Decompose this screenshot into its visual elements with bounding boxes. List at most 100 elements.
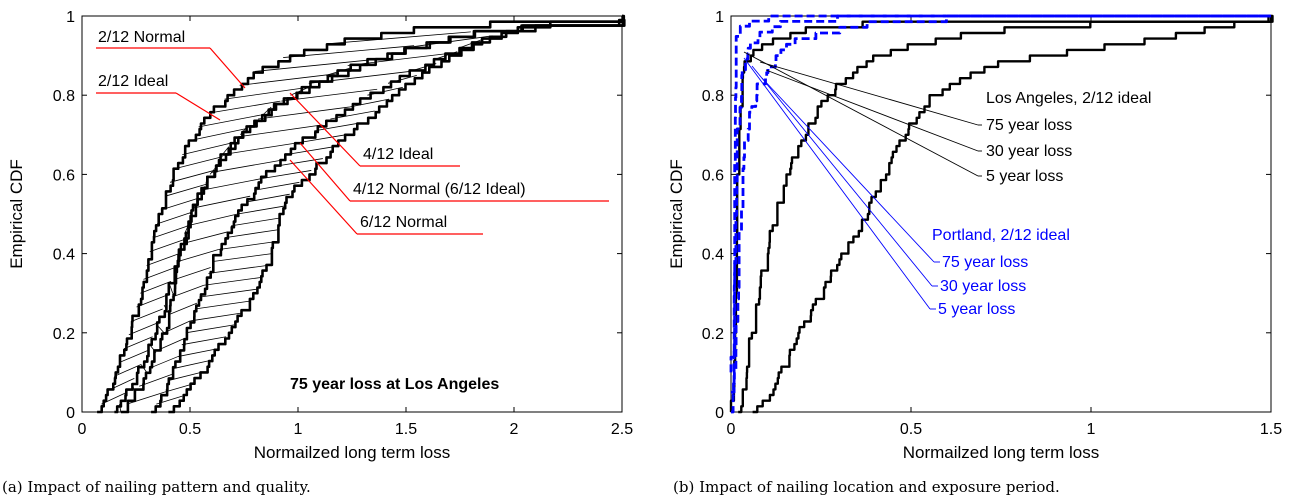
panel-a-hatch-ideal-normal <box>149 239 184 252</box>
panel-a-hatch-412-612 <box>237 205 285 215</box>
panel-a-series-line <box>120 18 626 414</box>
panel-a-hatch-412-612 <box>194 300 250 310</box>
panel-b-ytick-label: 0 <box>715 405 724 422</box>
panel-a-hatch-412-612 <box>181 336 227 346</box>
panel-a-hatch-412-612 <box>348 98 390 108</box>
panel-a-hatch-ideal-normal <box>239 73 340 86</box>
panel-a-curve-label: 4/12 Normal (6/12 Ideal) <box>353 181 526 198</box>
panel-a-hatch-412-ideal-normal <box>257 106 349 120</box>
panel-a-hatch-412-612 <box>169 372 202 381</box>
panel-a-series-line <box>97 14 624 414</box>
panel-a-hatch-412-612 <box>199 288 257 298</box>
panel-a-hatch-ideal-normal <box>327 31 471 45</box>
panel-b-portland-leader <box>751 65 933 287</box>
panel-b-portland-label: 5 year loss <box>938 301 1015 318</box>
panel-a-hatch-412-612 <box>230 217 280 227</box>
panel-b-xtick-label: 1.5 <box>1260 421 1282 438</box>
panel-a-hatch-412-ideal-normal <box>177 249 219 262</box>
panel-a-series-line <box>168 14 626 414</box>
panel-a-xtick-label: 1.5 <box>395 421 417 438</box>
caption-b: (b) Impact of nailing location and expos… <box>673 478 1060 496</box>
panel-a-callout-leader <box>209 47 246 89</box>
panel-a-hatch-ideal-normal <box>123 336 153 350</box>
panel-b-group-title-la: Los Angeles, 2/12 ideal <box>986 90 1151 107</box>
panel-b-ytick-label: 1 <box>715 9 724 26</box>
panel-b-la-leader <box>759 61 979 126</box>
panel-b-plot-frame <box>730 15 1272 413</box>
panel-a-hatch-412-612 <box>245 193 290 203</box>
panel-a-hatch-ideal-normal <box>153 225 189 239</box>
panel-a-hatch-412-ideal-normal <box>222 142 299 155</box>
panel-a-hatch-412-ideal-normal <box>211 160 280 173</box>
panel-b-y-axis-label: Empirical CDF <box>667 159 686 269</box>
panel-b-la-leader <box>765 69 979 152</box>
panel-a-curve-label: 2/12 Normal <box>98 29 185 46</box>
panel-a-hatch-412-612 <box>173 360 211 369</box>
panel-a-hatch-ideal-normal <box>188 128 246 142</box>
panel-b-la-label: 5 year loss <box>986 168 1063 185</box>
panel-a-xtick-label: 0.5 <box>179 421 201 438</box>
panel-a-hatch-412-612 <box>285 146 335 155</box>
panel-a-hatch-ideal-normal <box>224 86 309 100</box>
panel-b-series-line <box>731 14 1271 414</box>
panel-a-hatch-ideal-normal <box>165 183 207 197</box>
panel-a-ytick-label: 0 <box>66 405 75 422</box>
panel-a-hatch-412-ideal-normal <box>174 267 211 280</box>
panel-a-hatch-ideal-normal <box>101 391 128 405</box>
panel-b-portland-label: 75 year loss <box>942 254 1028 271</box>
panel-a-xtick-label: 1 <box>294 421 303 438</box>
panel-b-ytick-label: 0.4 <box>702 247 724 264</box>
panel-a-annotation: 75 year loss at Los Angeles <box>290 376 499 393</box>
panel-a-hatch-412-612 <box>190 312 242 322</box>
panel-a-curve-label: 6/12 Normal <box>360 214 447 231</box>
panel-a-hatch-412-612 <box>208 265 267 274</box>
panel-a-ytick-label: 0.2 <box>53 326 75 343</box>
panel-b-series-line <box>738 14 1273 414</box>
panel-a-hatch-412-ideal-normal <box>171 284 204 298</box>
panel-a-hatch-ideal-normal <box>128 322 158 336</box>
panel-a-hatch-ideal-normal <box>132 308 163 322</box>
panel-b-ytick-label: 0.6 <box>702 167 724 184</box>
panel-a-hatch-412-ideal-normal <box>201 177 263 191</box>
panel-a-x-axis-label: Normailzed long term loss <box>254 443 451 462</box>
panel-b-ytick-label: 0.8 <box>702 88 724 105</box>
panel-a-hatch-412-612 <box>254 181 300 191</box>
panel-a-hatch-ideal-normal <box>169 170 215 183</box>
panel-a-hatch-ideal-normal <box>140 280 172 294</box>
panel-b-series-line <box>752 14 1271 414</box>
panel-a-hatch-ideal-normal <box>146 253 180 266</box>
panel-a-hatch-412-612 <box>163 383 192 393</box>
panel-a-hatch-ideal-normal <box>182 142 233 155</box>
panel-a-hatch-ideal-normal <box>175 156 223 169</box>
panel-b-xtick-label: 0.5 <box>900 421 922 438</box>
panel-a-xtick-label: 2.5 <box>611 421 633 438</box>
panel-b-portland-leader <box>761 77 935 263</box>
panel-a-callout-leader <box>299 142 351 202</box>
panel-a-hatch-212-412 <box>169 285 174 294</box>
panel-a-hatch-412-ideal-normal <box>181 231 228 245</box>
panel-a-hatch-212-412 <box>290 86 309 96</box>
panel-b-portland-leader <box>743 57 931 310</box>
panel-a-ytick-label: 0.6 <box>53 167 75 184</box>
panel-a-hatch-412-612 <box>224 229 278 239</box>
panel-a-callout-leader <box>289 159 358 235</box>
panel-a-curve-label: 4/12 Ideal <box>363 146 433 163</box>
panel-b-la-label: 30 year loss <box>986 143 1072 160</box>
panel-b-portland-label: 30 year loss <box>940 278 1026 295</box>
panel-b-xtick-label: 1 <box>1087 421 1096 438</box>
panel-b-ytick-label: 0.2 <box>702 326 724 343</box>
panel-a-hatch-412-ideal-normal <box>238 124 323 138</box>
panel-a-hatch-412-612 <box>177 348 219 357</box>
panel-a-ytick-label: 0.4 <box>53 247 75 264</box>
panel-b-xtick-label: 0 <box>727 421 736 438</box>
panel-a-hatch-ideal-normal <box>119 350 148 363</box>
panel-a-hatch-ideal-normal <box>156 211 193 225</box>
panel-b-group-title-portland: Portland, 2/12 ideal <box>932 227 1070 244</box>
panel-a-callout-leader <box>175 92 221 121</box>
panel-a-hatch-ideal-normal <box>254 59 374 72</box>
panel-a-hatch-412-612 <box>314 122 361 132</box>
panel-a-curve-label: 2/12 Ideal <box>98 73 168 90</box>
panel-a-plot-frame <box>81 15 623 413</box>
panel-a-hatch-ideal-normal <box>113 364 142 377</box>
